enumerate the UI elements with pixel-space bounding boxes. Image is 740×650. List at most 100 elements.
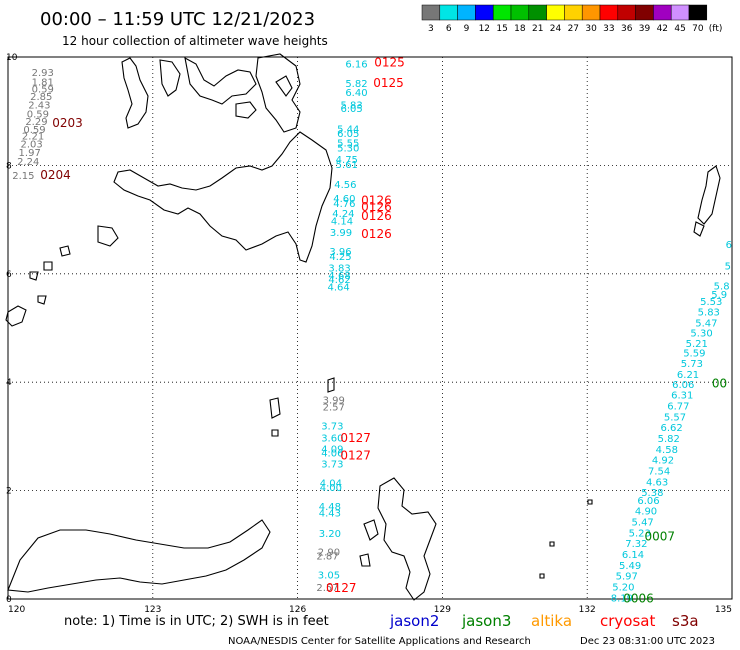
coastlines [5, 53, 721, 601]
wave-height-label: 2.15 [12, 171, 34, 182]
wave-height-label: 5.47 [632, 517, 654, 528]
wave-height-label: 5.49 [619, 561, 641, 572]
legend-label: 12 [479, 24, 490, 34]
pass-time-label: 0126 [361, 194, 392, 208]
legend-swatch [670, 4, 690, 21]
wave-height-label: 5.57 [664, 412, 686, 423]
wave-height-label: 5.59 [683, 348, 705, 359]
pass-time-label: 00 [712, 376, 727, 390]
wave-height-label: 3.99 [330, 228, 352, 239]
wave-height-observations: 2.931.810.592.852.430.592.290.592.212.03… [12, 60, 732, 605]
legend-swatch [688, 4, 708, 21]
wave-height-label: 2.85 [30, 92, 52, 103]
lat-tick-label: 4 [6, 378, 12, 388]
map-title: 00:00 – 11:59 UTC 12/21/2023 [40, 9, 315, 30]
legend-label: 24 [550, 24, 562, 34]
wave-height-label: 4.64 [327, 282, 349, 293]
wave-height-label: 5.73 [681, 359, 703, 370]
satellite-name: s3a [672, 612, 699, 630]
legend-label: 6 [446, 24, 452, 34]
pass-time-label: 0127 [326, 581, 357, 595]
wave-height-label: 6.14 [622, 550, 644, 561]
wave-height-label: 2.57 [323, 403, 345, 414]
legend-swatch [421, 4, 441, 21]
pass-time-label: 0126 [361, 200, 392, 214]
wave-height-label: 6 [726, 240, 732, 251]
legend-swatch [457, 4, 476, 21]
legend-label: 27 [568, 24, 579, 34]
wave-height-label: 4.48 [319, 502, 341, 513]
wave-height-label: 6.16 [345, 60, 367, 71]
lon-tick-label: 126 [289, 605, 306, 615]
footer-credit: NOAA/NESDIS Center for Satellite Applica… [228, 636, 531, 647]
wave-height-label: 2.24 [17, 157, 39, 168]
wave-height-label: 4.68 [328, 271, 350, 282]
wave-height-label: 5.82 [658, 434, 680, 445]
legend-label: 21 [532, 24, 543, 34]
wave-height-label: 6.05 [337, 129, 359, 140]
wave-height-label: 0.59 [23, 125, 45, 136]
wave-height-label: 0.59 [27, 109, 49, 120]
wave-height-label: 7.54 [648, 467, 670, 478]
wave-height-label: 4.14 [331, 217, 353, 228]
wave-height-label: 6.06 [637, 496, 659, 507]
pass-time-label: 0127 [340, 448, 371, 462]
pass-time-labels: 0125012502030204012601260126012601270127… [40, 55, 727, 605]
color-legend: 3 6 9 12 15 18 21 24 27 30 33 36 39 42 45 70 (ft) [421, 4, 723, 34]
satellite-name: cryosat [600, 612, 655, 630]
legend-swatch [635, 4, 654, 21]
wave-height-label: 5.83 [340, 101, 362, 112]
wave-height-label: 3.73 [321, 422, 343, 433]
satellite-name: jason2 [389, 612, 439, 630]
wave-height-label: 5.38 [641, 488, 663, 499]
wave-height-label: 2.93 [32, 68, 54, 79]
pass-time-label: 0126 [361, 227, 392, 241]
lat-tick-label: 2 [6, 487, 12, 497]
legend-label: 3 [428, 24, 434, 34]
wave-height-label: 4.90 [635, 507, 657, 518]
lat-tick-label: 8 [6, 161, 12, 171]
wave-height-label: 4.04 [320, 478, 342, 489]
wave-height-label: 6.21 [677, 370, 699, 381]
wave-height-label: 4.92 [652, 456, 674, 467]
legend-swatch [439, 4, 458, 21]
wave-height-label: 3.99 [323, 396, 345, 407]
pass-time-label: 0127 [340, 431, 371, 445]
wave-height-label: 2.57 [316, 583, 338, 594]
wave-height-label: 2.43 [28, 101, 50, 112]
wave-height-label: 4.25 [329, 252, 351, 263]
lon-tick-label: 120 [8, 605, 25, 615]
wave-height-label: 7.32 [625, 539, 647, 550]
wave-height-label: 6.77 [667, 402, 689, 413]
wave-height-label: 5.20 [612, 583, 634, 594]
pass-time-label: 0125 [374, 55, 405, 69]
wave-height-label: 4.75 [336, 155, 358, 166]
wave-height-label: 8.19 [611, 593, 633, 604]
legend-swatch [492, 4, 512, 21]
wave-height-label: 3.83 [328, 263, 350, 274]
lat-tick-label: 10 [6, 53, 18, 63]
wave-height-label: 5.97 [616, 572, 638, 583]
lon-tick-label: 123 [144, 605, 161, 615]
wave-height-label: 2.87 [316, 552, 338, 563]
wave-height-label: 4.24 [332, 209, 354, 220]
wave-height-label: 5.21 [686, 339, 708, 350]
graticule [7, 56, 733, 600]
legend-swatch [599, 4, 619, 21]
wave-height-label: 6.31 [671, 391, 693, 402]
legend-label: 42 [657, 24, 668, 34]
wave-height-label: 2.21 [22, 132, 44, 143]
legend-unit: (ft) [709, 24, 723, 34]
wave-height-label: 5.61 [336, 160, 358, 171]
wave-height-label: 4.76 [333, 199, 355, 210]
legend-label: 30 [585, 24, 597, 34]
wave-height-label: 5.53 [700, 297, 722, 308]
pass-time-label: 0007 [644, 530, 675, 544]
wave-height-label: 5.30 [690, 328, 712, 339]
legend-label: 33 [603, 24, 614, 34]
legend-label: 36 [621, 24, 633, 34]
legend-label: 45 [674, 24, 685, 34]
units-note: note: 1) Time is in UTC; 2) SWH is in fe… [64, 614, 329, 629]
lat-tick-label: 6 [6, 270, 12, 280]
